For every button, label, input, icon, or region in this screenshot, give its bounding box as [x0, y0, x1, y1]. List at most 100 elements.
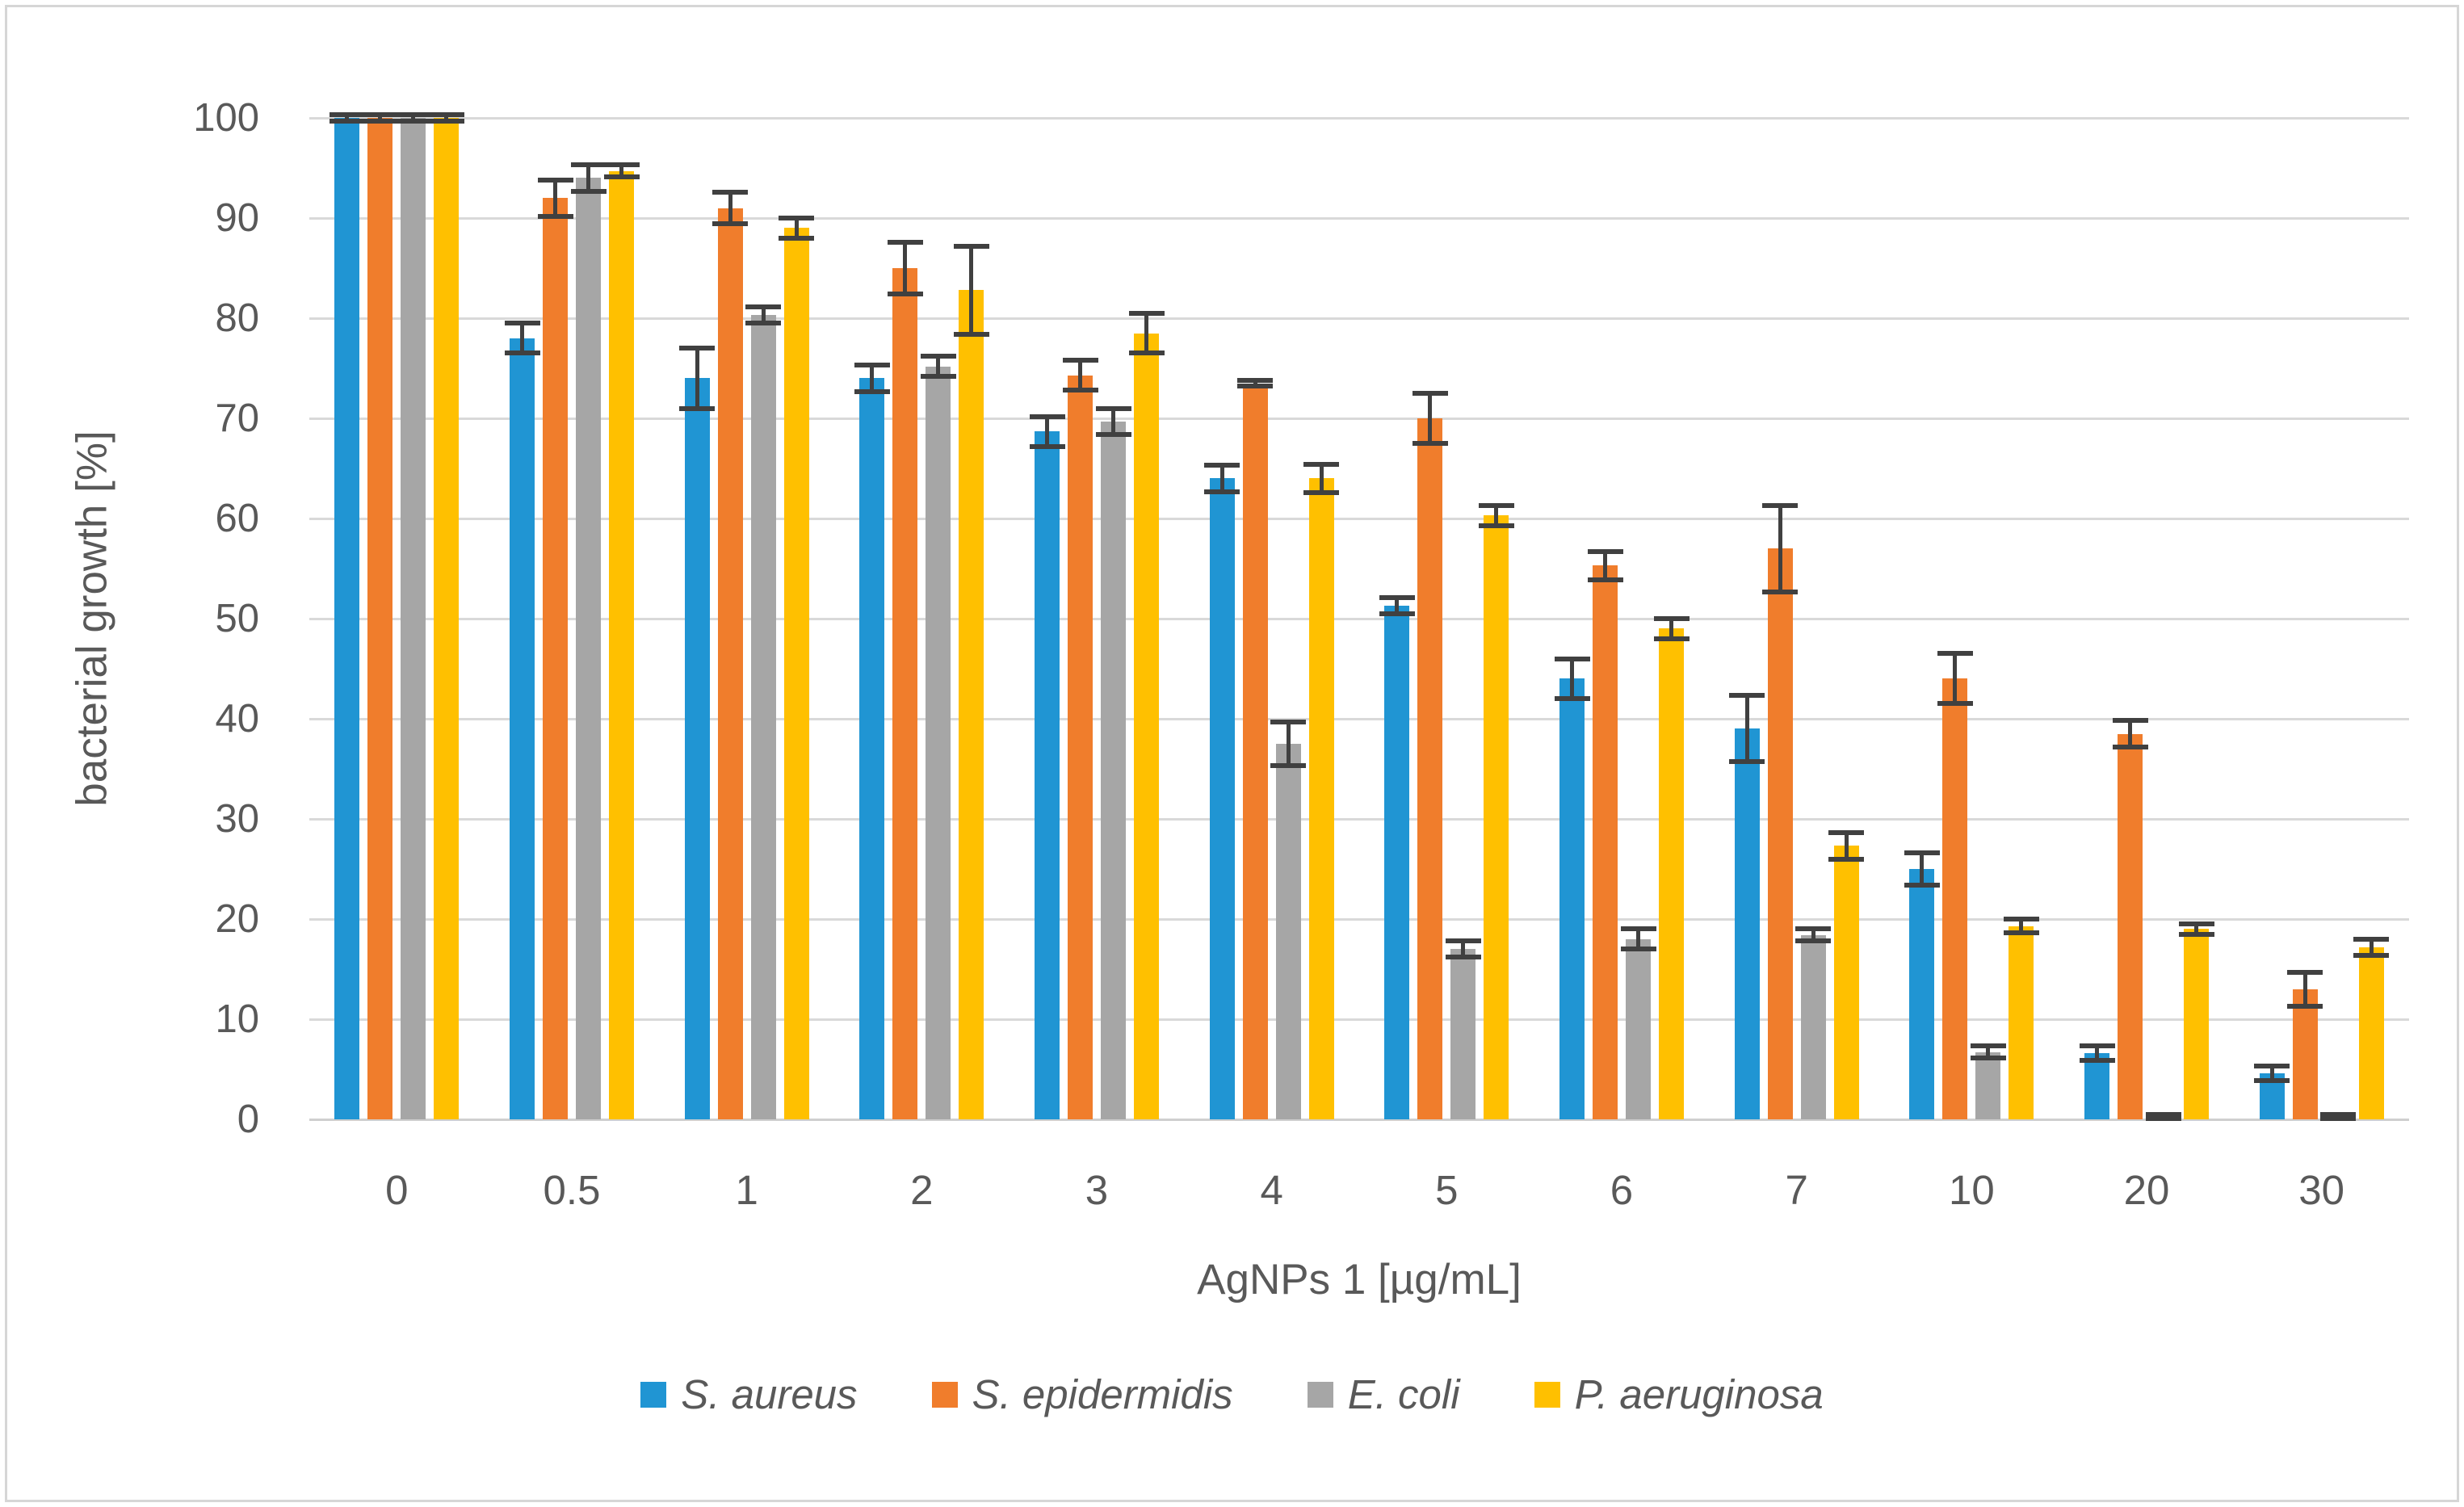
error-bar-cap-bottom [537, 213, 573, 219]
bar-slot [2178, 118, 2214, 1119]
error-bar-cap-top [953, 243, 989, 249]
error-bar-cap-bottom [712, 221, 749, 227]
error-bar-line [1669, 619, 1674, 639]
bar-p-aeruginosa [609, 170, 634, 1119]
bar-p-aeruginosa [434, 118, 460, 1119]
bar-p-aeruginosa [1484, 515, 1509, 1119]
legend-item-e-coli: E. coli [1307, 1371, 1460, 1418]
bar-e-coli [576, 178, 601, 1119]
bar-groups [309, 112, 2409, 1121]
error-bar-cap-bottom [2353, 952, 2390, 958]
bar-slot [712, 118, 749, 1119]
error-bar-cap-bottom [1029, 443, 1065, 449]
error-bar-cap-bottom [1303, 489, 1340, 495]
bar-slot [2003, 118, 2039, 1119]
bar-slot [1762, 118, 1799, 1119]
bar-slot [1729, 118, 1765, 1119]
error-bar-line [1811, 929, 1815, 942]
error-bar-cap-top [1204, 463, 1240, 468]
error-bar-cap-bottom [504, 351, 540, 356]
bar-slot [1587, 118, 1623, 1119]
error-bar-cap-top [2112, 718, 2148, 724]
bar-s-aureus [1209, 478, 1235, 1119]
bar-group-20 [2059, 118, 2235, 1121]
error-bar-cap-bottom [1445, 955, 1481, 960]
error-bar-cap-top [920, 354, 956, 359]
error-bar-cap-bottom [887, 292, 923, 297]
y-tick-label-50: 50 [215, 597, 259, 640]
error-bar-cap-top [1128, 310, 1165, 316]
error-bar-cap-bottom [1270, 763, 1307, 769]
error-bar-line [1603, 551, 1608, 580]
error-bar-line [1844, 833, 1849, 859]
bar-slot [362, 112, 398, 1119]
bar-s-aureus [510, 338, 535, 1119]
error-bar-line [761, 307, 766, 324]
bar-slot [679, 118, 716, 1119]
error-bar-cap-bottom [1554, 696, 1590, 702]
x-tick-label-2: 2 [910, 1167, 934, 1213]
error-bar-line [969, 246, 974, 334]
error-bar-cap-top [1029, 413, 1065, 419]
error-bar-cap-bottom [1478, 523, 1514, 528]
error-bar-cap-top [395, 112, 431, 118]
error-bar-cap-top [570, 162, 607, 168]
bar-slot [428, 112, 464, 1119]
error-bar-line [1286, 721, 1291, 766]
error-bar-line [695, 348, 699, 409]
bar-slot [1128, 118, 1165, 1119]
bar-group-0.5 [485, 118, 660, 1119]
bar-s-aureus [1559, 678, 1585, 1119]
error-bar-cap-top [1795, 926, 1832, 932]
bar-group-2 [834, 118, 1010, 1119]
bar-e-coli [1975, 1052, 2001, 1119]
error-bar-cap-bottom [1587, 577, 1623, 582]
gridline-70 [309, 417, 2409, 420]
bar-p-aeruginosa [783, 228, 809, 1119]
bar-group-0 [309, 112, 485, 1119]
x-tick-label-3: 3 [1085, 1167, 1109, 1213]
error-bar-cap-bottom [2254, 1077, 2290, 1083]
bar-slot [1237, 118, 1274, 1119]
legend-swatch-icon [1534, 1381, 1560, 1408]
error-bar-cap-top [1587, 548, 1623, 554]
error-bar-cap-top [1270, 719, 1307, 724]
error-bar-line [586, 165, 590, 191]
y-tick-label-10: 10 [215, 997, 259, 1041]
legend-item-s-epidermidis: S. epidermidis [931, 1371, 1233, 1418]
error-bar-line [553, 179, 557, 216]
error-bar-cap-bottom [1904, 882, 1940, 888]
error-bar-line [1494, 505, 1499, 526]
bar-e-coli [750, 315, 776, 1119]
bar-slot [1554, 118, 1590, 1119]
bar-slot [2079, 118, 2115, 1119]
error-bar-line [2369, 938, 2374, 955]
error-bar-cap-bottom [745, 321, 782, 326]
error-bar-line [936, 356, 941, 376]
gridline-50 [309, 617, 2409, 620]
bar-s-epidermidis [1942, 678, 1968, 1119]
error-bar-cap-top [1478, 502, 1514, 508]
x-axis-title: AgNPs 1 [µg/mL] [1197, 1256, 1522, 1303]
gridline-0 [309, 1118, 2409, 1121]
error-bar-cap-bottom [1620, 947, 1656, 952]
bar-group-7 [1709, 118, 1884, 1119]
chart-figure: 0 10 20 30 40 50 60 70 80 90 100 0 0.5 1 2 3 4 5 6 7 10 20 30… [5, 5, 2459, 1502]
error-bar-line [1144, 313, 1149, 354]
y-axis-title: bacterial growth [%] [68, 430, 116, 807]
bar-slot [2112, 118, 2148, 1119]
error-bar-cap-bottom [1729, 759, 1765, 765]
error-bar-line [794, 218, 799, 238]
error-bar-cap-bottom [1762, 589, 1799, 594]
bar-slot [537, 118, 573, 1119]
error-bar-cap-top [2254, 1064, 2290, 1069]
bar-e-coli [1275, 744, 1301, 1119]
error-bar-line [1045, 416, 1050, 447]
error-bar-cap-bottom [679, 405, 716, 411]
error-bar-cap-bottom [2320, 1115, 2357, 1121]
error-bar-line [728, 191, 732, 225]
bar-p-aeruginosa [1308, 478, 1334, 1119]
error-bar-cap-top [1062, 358, 1098, 363]
x-tick-label-1: 1 [735, 1167, 758, 1213]
error-bar-cap-bottom [395, 118, 431, 124]
